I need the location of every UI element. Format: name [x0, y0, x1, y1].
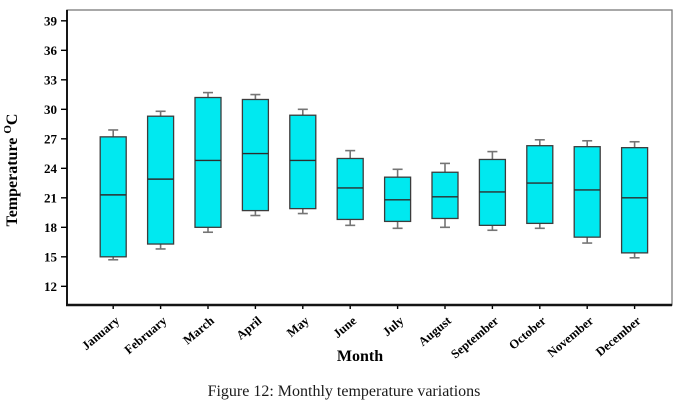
y-tick-label: 33: [44, 72, 58, 87]
iqr-box: [336, 157, 364, 221]
iqr-box: [241, 98, 270, 212]
x-tick-label: May: [284, 313, 312, 340]
iqr-box: [573, 146, 601, 238]
y-tick-label: 15: [44, 249, 58, 264]
x-tick-label: August: [416, 313, 455, 349]
boxplot-chart: 12 15 18 21 24 27 30 33 36 39 January February March…: [2, 9, 673, 365]
iqr-box: [146, 115, 175, 245]
box-may: [289, 108, 317, 215]
iqr-box: [194, 96, 222, 228]
y-tick-label: 18: [44, 220, 58, 235]
x-tick-label: April: [234, 313, 265, 342]
y-tick-label: 24: [44, 161, 58, 176]
x-tick-label: June: [330, 313, 359, 341]
iqr-box: [620, 147, 649, 254]
y-tick-label: 30: [44, 102, 57, 117]
box-june: [336, 149, 364, 227]
y-tick-label: 27: [44, 131, 58, 146]
figure-caption: Figure 12: Monthly temperature variation…: [207, 383, 481, 400]
x-tick-label: March: [180, 314, 217, 348]
y-tick-label: 36: [44, 43, 58, 58]
x-tick-label: July: [380, 313, 407, 339]
x-tick-label: October: [506, 313, 549, 352]
iqr-box: [289, 114, 317, 210]
box-january: [99, 129, 127, 261]
y-tick-label: 12: [44, 279, 57, 294]
box-august: [431, 162, 459, 229]
x-tick-label: February: [122, 313, 170, 357]
box-march: [194, 91, 222, 234]
box-december: [620, 140, 649, 259]
box-november: [573, 139, 601, 244]
box-september: [478, 150, 507, 232]
x-tick-label: December: [593, 313, 644, 359]
y-tick-label: 21: [44, 190, 57, 205]
iqr-box: [99, 136, 127, 258]
iqr-box: [431, 171, 459, 220]
box-april: [241, 93, 270, 217]
y-axis-title-superscript: O: [2, 125, 14, 134]
iqr-box: [526, 145, 554, 225]
x-axis-title: Month: [337, 348, 383, 365]
y-axis-title-text: Temperature: [4, 138, 21, 227]
box-february: [146, 110, 175, 250]
x-tick-label: January: [79, 313, 123, 353]
plot-content: 12 15 18 21 24 27 30 33 36 39 January February March…: [44, 13, 649, 361]
box-july: [383, 168, 412, 230]
y-axis-title: Temperature OC: [2, 114, 21, 227]
y-axis-title-unit: C: [4, 114, 21, 126]
box-october: [526, 139, 554, 230]
x-tick-label: November: [545, 313, 597, 360]
y-tick-label: 39: [44, 13, 58, 28]
x-tick-label: September: [448, 313, 501, 361]
